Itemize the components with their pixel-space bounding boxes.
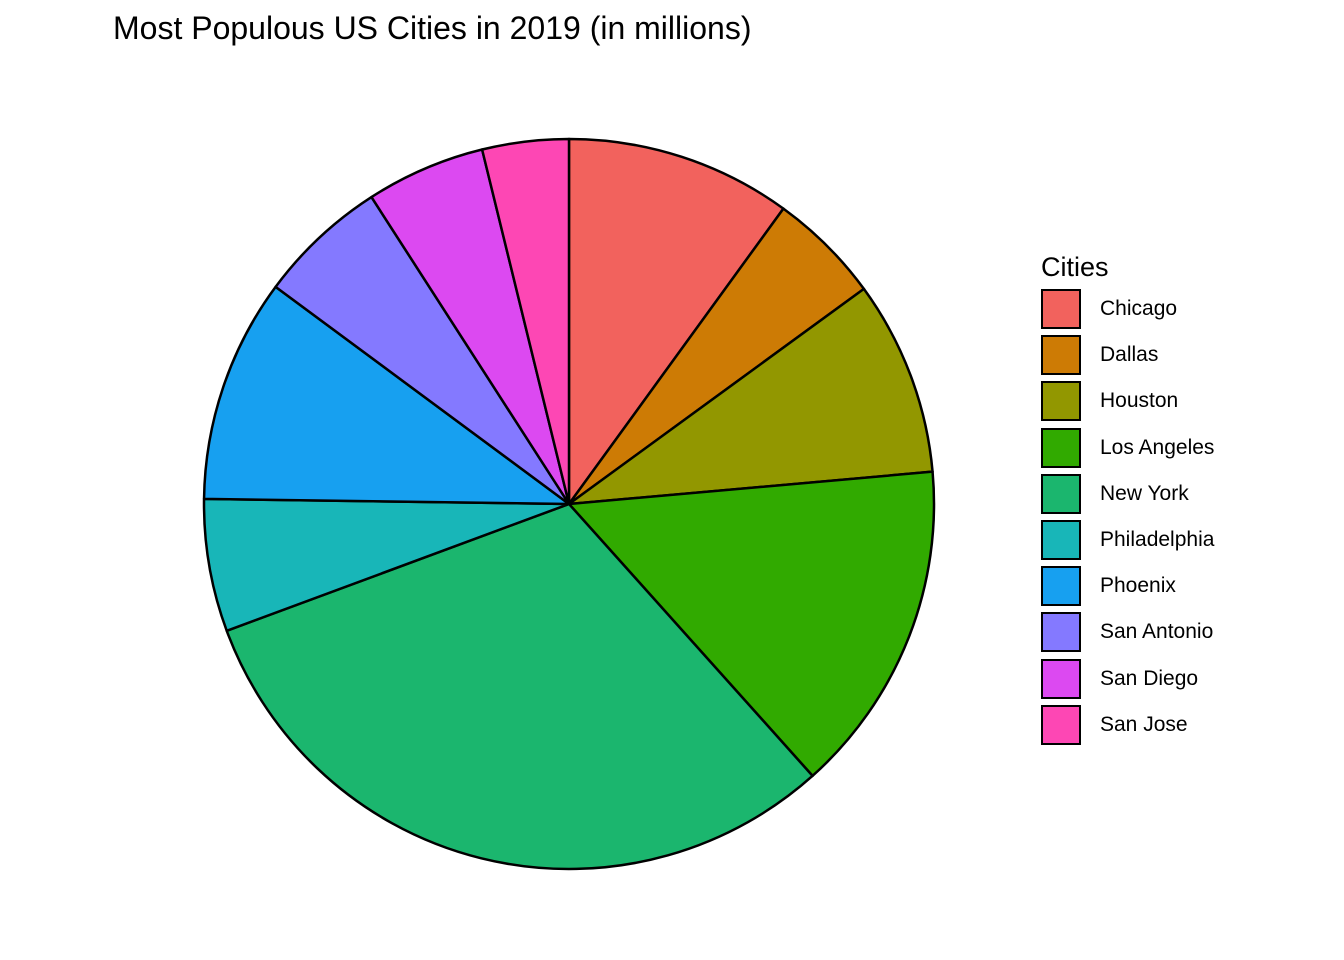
pie-slice-phoenix xyxy=(202,285,571,506)
legend-item-phoenix: Phoenix xyxy=(1041,563,1214,609)
legend-item-houston: Houston xyxy=(1041,378,1214,424)
legend-swatch xyxy=(1041,381,1081,422)
pie-slice-los-angeles xyxy=(567,470,936,778)
pie-slice-san-jose xyxy=(480,137,571,506)
legend-title: Cities xyxy=(1041,252,1109,282)
legend-label: San Antonio xyxy=(1100,620,1214,644)
chart-title: Most Populous US Cities in 2019 (in mill… xyxy=(113,10,752,46)
legend-label: Chicago xyxy=(1100,297,1178,321)
legend-item-chicago: Chicago xyxy=(1041,286,1214,332)
legend-label: Los Angeles xyxy=(1100,435,1215,459)
legend-swatch xyxy=(1041,612,1081,653)
legend-swatch xyxy=(1041,289,1081,330)
legend-swatch xyxy=(1041,427,1081,468)
legend-label: Phoenix xyxy=(1100,574,1176,598)
legend-swatch xyxy=(1041,566,1081,607)
legend-swatch xyxy=(1041,704,1081,745)
legend-item-new-york: New York xyxy=(1041,471,1214,517)
legend-items: Chicago Dallas Houston Los Angeles New York P… xyxy=(1041,286,1214,748)
legend-item-san-antonio: San Antonio xyxy=(1041,609,1214,655)
legend-swatch xyxy=(1041,473,1081,514)
legend-item-los-angeles: Los Angeles xyxy=(1041,425,1214,471)
legend-label: Philadelphia xyxy=(1100,528,1215,552)
legend-label: San Jose xyxy=(1100,712,1188,736)
legend-swatch xyxy=(1041,335,1081,376)
legend-item-san-diego: San Diego xyxy=(1041,656,1214,702)
legend-swatch xyxy=(1041,658,1081,699)
pie-slice-chicago xyxy=(567,137,785,506)
legend-swatch xyxy=(1041,520,1081,561)
legend-item-san-jose: San Jose xyxy=(1041,702,1214,748)
pie-slice-san-antonio xyxy=(274,195,571,506)
legend-label: New York xyxy=(1100,481,1189,505)
legend-label: San Diego xyxy=(1100,666,1199,690)
legend-label: Dallas xyxy=(1100,343,1159,367)
legend-label: Houston xyxy=(1100,389,1179,413)
legend-item-philadelphia: Philadelphia xyxy=(1041,517,1214,563)
pie-slice-philadelphia xyxy=(202,497,571,633)
pie-slice-new-york xyxy=(225,502,814,871)
pie-slice-houston xyxy=(567,287,934,506)
legend-item-dallas: Dallas xyxy=(1041,332,1214,378)
legend: Cities Chicago Dallas Houston Los Angeles Ne… xyxy=(1041,248,1214,748)
